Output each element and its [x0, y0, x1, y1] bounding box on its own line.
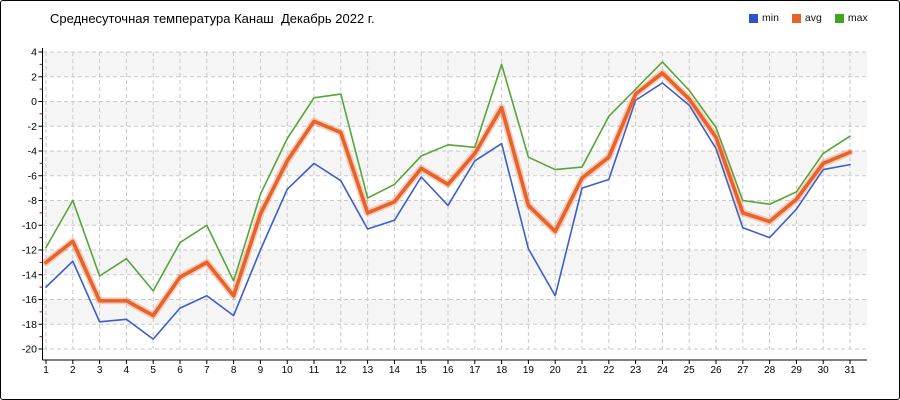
x-tick-label: 5: [150, 365, 156, 376]
legend-swatch-min-icon: [749, 13, 758, 23]
x-tick-label: 24: [657, 365, 669, 376]
x-tick-label: 31: [844, 365, 856, 376]
x-tick-label: 26: [710, 365, 722, 376]
x-tick-label: 20: [550, 365, 562, 376]
x-tick-label: 23: [630, 365, 642, 376]
max-series-line: [45, 61, 851, 292]
y-tick-label: -8: [28, 195, 37, 207]
x-tick-label: 11: [309, 365, 320, 376]
x-tick-label: 15: [416, 365, 428, 376]
legend-swatch-avg-icon: [791, 13, 801, 23]
avg-series-line: [44, 71, 852, 318]
x-tick-label: 19: [523, 365, 535, 376]
y-tick-label: -20: [22, 344, 37, 356]
x-tick-label: 1: [43, 365, 49, 376]
x-tick-label: 8: [231, 365, 237, 376]
min-series-line: [45, 82, 851, 340]
plot-band: [43, 299, 867, 325]
legend-swatch-max-icon: [834, 13, 844, 23]
y-tick-label: -18: [22, 319, 37, 331]
x-tick-label: 16: [442, 365, 454, 376]
x-tick-label: 25: [684, 365, 696, 376]
legend-label-max: max: [847, 12, 868, 24]
y-tick-label: 2: [31, 71, 37, 83]
y-tick-label: -14: [22, 269, 37, 281]
x-tick-label: 6: [177, 365, 183, 376]
y-tick-label: -2: [28, 121, 37, 133]
x-tick-label: 10: [282, 365, 294, 376]
x-tick-label: 22: [603, 365, 615, 376]
legend-label-avg: avg: [804, 12, 822, 24]
y-tick-label: -10: [22, 220, 37, 232]
x-tick-label: 4: [124, 365, 130, 376]
x-tick-label: 9: [258, 365, 264, 376]
legend-item-avg: avg: [791, 12, 822, 24]
y-tick-label: -12: [22, 245, 37, 257]
x-tick-label: 21: [576, 365, 588, 376]
legend-item-min: min: [749, 12, 779, 24]
chart-title: Среднесуточная температура Канаш Декабрь…: [50, 11, 375, 26]
y-tick-label: 0: [31, 96, 37, 108]
x-tick-label: 13: [362, 365, 374, 376]
x-tick-label: 3: [97, 365, 103, 376]
legend-label-min: min: [762, 12, 779, 24]
x-tick-label: 29: [791, 365, 803, 376]
plot-band: [43, 250, 867, 275]
x-tick-label: 18: [496, 365, 508, 376]
y-tick-label: -4: [28, 146, 37, 158]
x-tick-label: 27: [737, 365, 749, 376]
x-tick-label: 28: [764, 365, 776, 376]
plot-band: [43, 101, 867, 127]
legend: min avg max: [749, 12, 868, 24]
y-tick-label: -6: [28, 170, 37, 182]
x-tick-label: 30: [818, 365, 830, 376]
y-tick-label: -16: [22, 294, 37, 306]
y-tick-label: 4: [31, 47, 37, 59]
plot-band: [43, 52, 867, 77]
x-tick-label: 7: [204, 365, 210, 376]
legend-item-max: max: [834, 12, 868, 24]
x-tick-label: 2: [70, 365, 76, 376]
x-tick-label: 12: [335, 365, 347, 376]
x-tick-label: 14: [389, 365, 401, 376]
x-tick-label: 17: [469, 365, 481, 376]
